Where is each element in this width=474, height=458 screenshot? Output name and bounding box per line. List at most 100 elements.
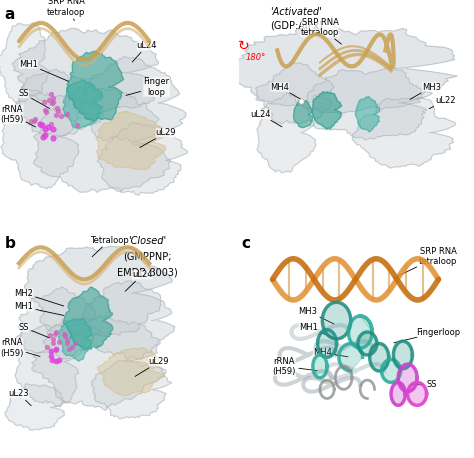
Point [39,134,47,141]
Point [52,328,60,335]
Point [47,353,55,360]
Text: MH1: MH1 [19,60,69,82]
Polygon shape [15,69,104,137]
Point [47,90,55,98]
Polygon shape [356,97,380,132]
Point [31,118,38,125]
Text: (GMPPNP;: (GMPPNP; [123,252,171,262]
Polygon shape [322,302,351,339]
Polygon shape [257,93,316,173]
Text: MH3: MH3 [410,82,441,99]
Text: 180°: 180° [246,53,266,62]
Text: Fingerloop: Fingerloop [394,327,461,343]
Point [65,345,73,352]
Polygon shape [313,355,327,378]
Polygon shape [304,68,432,140]
Text: SS: SS [18,89,50,109]
Polygon shape [15,324,82,407]
Polygon shape [391,382,405,405]
Polygon shape [91,360,172,419]
Polygon shape [98,348,165,396]
Point [48,356,55,363]
Polygon shape [255,63,334,124]
Point [41,131,49,139]
Point [47,120,55,128]
Text: uL23: uL23 [9,389,31,406]
Polygon shape [352,98,456,168]
Point [53,104,61,111]
Polygon shape [358,332,377,355]
Point [49,98,57,105]
Polygon shape [223,26,457,114]
Text: Finger
loop: Finger loop [126,77,170,97]
Polygon shape [34,86,171,192]
Point [42,125,49,132]
Text: 'Closed': 'Closed' [128,236,166,246]
Point [62,332,69,339]
Text: MH3: MH3 [299,307,334,324]
Polygon shape [12,28,159,121]
Point [53,358,60,365]
Text: SRP RNA
tetraloop: SRP RNA tetraloop [301,18,341,44]
Point [55,338,62,345]
Text: ↻: ↻ [238,39,250,53]
Text: MH2: MH2 [14,289,64,306]
Text: uL29: uL29 [140,128,176,147]
Polygon shape [58,318,92,361]
Polygon shape [82,281,175,360]
Text: uL24: uL24 [250,110,282,127]
Point [64,339,71,347]
Polygon shape [393,341,412,369]
Text: 'Activated': 'Activated' [270,7,322,17]
Point [42,107,49,114]
Text: MH1: MH1 [299,323,334,338]
Point [64,110,71,117]
Text: rRNA
(H59): rRNA (H59) [0,105,36,127]
Polygon shape [63,80,103,129]
Polygon shape [382,360,401,382]
Point [43,343,51,350]
Point [63,336,71,344]
Polygon shape [339,344,363,371]
Polygon shape [293,101,313,128]
Polygon shape [398,364,417,392]
Polygon shape [18,287,100,359]
Text: uL22: uL22 [429,96,456,109]
Polygon shape [97,123,188,195]
Polygon shape [312,92,342,129]
Text: EMDB-8003): EMDB-8003) [117,268,177,278]
Polygon shape [1,89,79,189]
Point [55,357,63,364]
Point [68,344,75,351]
Point [52,346,59,354]
Point [50,125,57,132]
Point [51,330,58,338]
Point [49,335,56,343]
Polygon shape [5,384,64,431]
Text: MH1: MH1 [14,302,64,316]
Point [38,121,46,128]
Point [73,121,81,128]
Point [55,108,62,115]
Point [52,345,60,352]
Text: rRNA
(H59): rRNA (H59) [273,357,317,376]
Point [31,115,39,123]
Polygon shape [96,111,167,170]
Text: rRNA
(H59): rRNA (H59) [0,338,40,358]
Point [45,97,53,104]
Point [44,123,52,130]
Point [72,340,79,347]
Polygon shape [318,330,337,357]
Polygon shape [0,23,49,104]
Point [40,98,48,105]
Point [49,135,56,142]
Text: SS: SS [410,380,437,389]
Point [49,94,56,101]
Point [53,111,60,119]
Point [36,120,44,128]
Polygon shape [408,382,427,405]
Text: (GDP:AlFx): (GDP:AlFx) [270,21,323,31]
Polygon shape [25,246,172,338]
Polygon shape [64,287,113,350]
Polygon shape [67,51,124,121]
